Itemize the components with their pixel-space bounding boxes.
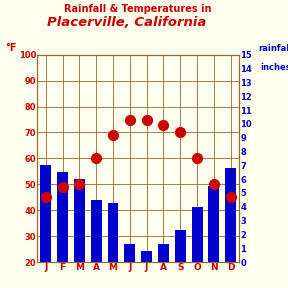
Point [111, 133, 115, 137]
Bar [175, 230, 186, 262]
Bar [74, 179, 85, 262]
Point [195, 156, 199, 161]
Bar [158, 244, 169, 262]
Point [211, 182, 216, 187]
Text: Placerville, California: Placerville, California [47, 16, 206, 29]
Text: Rainfall & Temperatures in: Rainfall & Temperatures in [65, 4, 212, 14]
Bar [40, 165, 51, 262]
Point [43, 195, 48, 200]
Point [161, 122, 166, 127]
Text: rainfall: rainfall [258, 44, 288, 53]
Point [94, 156, 98, 161]
Bar [225, 168, 236, 262]
Bar [141, 251, 152, 262]
Bar [57, 172, 68, 262]
Bar [192, 207, 202, 262]
Point [178, 130, 183, 135]
Bar [108, 203, 118, 262]
Text: °F: °F [5, 43, 17, 53]
Bar [209, 186, 219, 262]
Point [60, 185, 65, 189]
Text: inches: inches [260, 63, 288, 72]
Point [128, 117, 132, 122]
Bar [91, 200, 102, 262]
Point [77, 182, 82, 187]
Point [228, 195, 233, 200]
Bar [124, 244, 135, 262]
Point [144, 117, 149, 122]
